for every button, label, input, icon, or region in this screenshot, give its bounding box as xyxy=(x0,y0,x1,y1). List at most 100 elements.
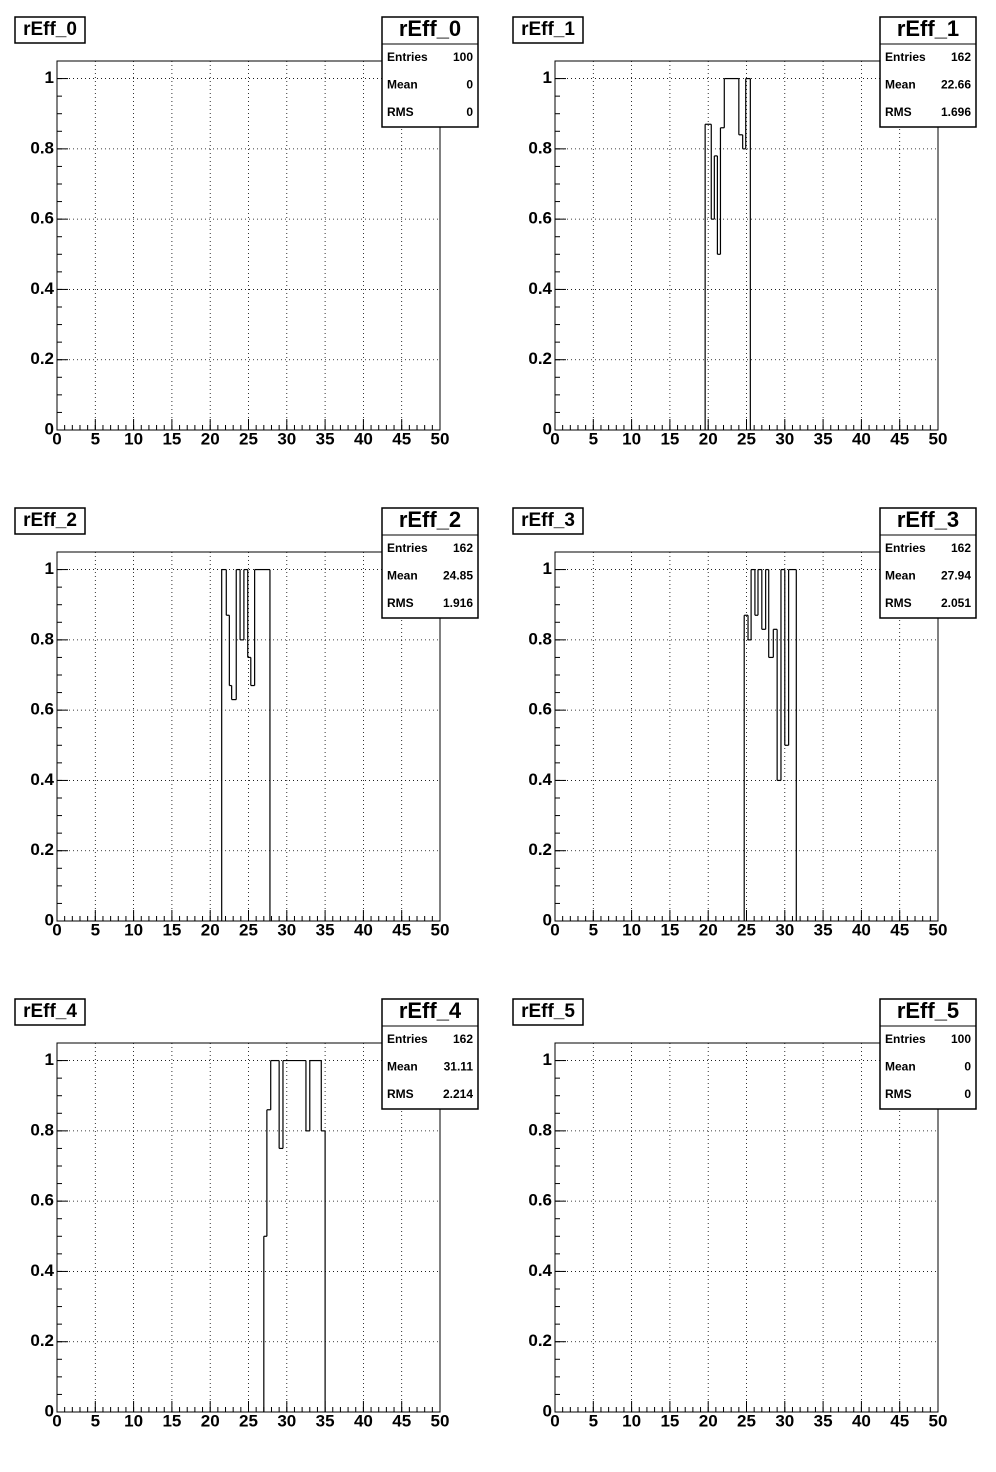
x-tick-label: 5 xyxy=(91,1411,100,1430)
stats-value: 2.051 xyxy=(941,596,971,610)
x-tick-label: 40 xyxy=(852,429,871,448)
x-tick-label: 45 xyxy=(890,1411,909,1430)
y-tick-label: 0.2 xyxy=(528,1331,552,1350)
stats-box xyxy=(381,998,479,1110)
y-tick-label: 0.2 xyxy=(528,349,552,368)
x-tick-label: 0 xyxy=(550,920,559,939)
x-tick-label: 50 xyxy=(929,1411,948,1430)
title-box xyxy=(512,507,584,535)
y-tick-label: 0.8 xyxy=(30,629,54,648)
stats-value: 24.85 xyxy=(443,569,473,583)
title-box xyxy=(512,998,584,1026)
y-tick-label: 0 xyxy=(543,910,552,929)
stats-box xyxy=(381,16,479,128)
x-tick-label: 45 xyxy=(890,429,909,448)
stats-label: RMS xyxy=(387,596,414,610)
stats-value: 0 xyxy=(466,78,473,92)
title-box xyxy=(14,16,86,44)
x-tick-label: 5 xyxy=(91,429,100,448)
y-tick-label: 0 xyxy=(45,910,54,929)
x-tick-label: 0 xyxy=(52,429,61,448)
x-tick-label: 0 xyxy=(52,1411,61,1430)
stats-value: 100 xyxy=(951,1032,971,1046)
y-tick-label: 0.8 xyxy=(30,1120,54,1139)
stats-title: rEff_3 xyxy=(897,507,959,532)
x-tick-label: 30 xyxy=(775,429,794,448)
x-tick-label: 25 xyxy=(737,429,756,448)
x-tick-label: 25 xyxy=(737,1411,756,1430)
x-tick-label: 20 xyxy=(201,920,220,939)
stats-label: Entries xyxy=(387,1032,428,1046)
stats-value: 0 xyxy=(466,105,473,119)
x-tick-label: 40 xyxy=(354,920,373,939)
stats-value: 1.916 xyxy=(443,596,473,610)
stats-label: Entries xyxy=(885,1032,926,1046)
y-tick-label: 0.6 xyxy=(528,209,552,228)
x-tick-label: 10 xyxy=(622,1411,641,1430)
title-box xyxy=(14,507,86,535)
x-tick-label: 50 xyxy=(431,1411,450,1430)
x-tick-label: 5 xyxy=(91,920,100,939)
stats-label: RMS xyxy=(885,596,912,610)
x-tick-label: 15 xyxy=(162,920,181,939)
stats-label: Mean xyxy=(387,569,418,583)
x-tick-label: 30 xyxy=(775,1411,794,1430)
chart-title: rEff_0 xyxy=(23,19,77,40)
x-tick-label: 50 xyxy=(929,920,948,939)
x-tick-label: 35 xyxy=(814,920,833,939)
stats-value: 22.66 xyxy=(941,78,971,92)
y-tick-label: 0.8 xyxy=(528,138,552,157)
chart-title: rEff_5 xyxy=(521,1001,575,1022)
stats-label: Entries xyxy=(387,541,428,555)
y-tick-label: 0 xyxy=(45,1401,54,1420)
stats-value: 0 xyxy=(964,1060,971,1074)
stats-value: 27.94 xyxy=(941,569,971,583)
y-tick-label: 0.4 xyxy=(528,1261,552,1280)
y-tick-label: 0.6 xyxy=(30,1191,54,1210)
x-tick-label: 15 xyxy=(660,1411,679,1430)
x-tick-label: 50 xyxy=(929,429,948,448)
stats-value: 162 xyxy=(453,1032,473,1046)
chart-title: rEff_4 xyxy=(23,1001,77,1022)
y-tick-label: 0 xyxy=(45,419,54,438)
x-tick-label: 15 xyxy=(162,429,181,448)
x-tick-label: 35 xyxy=(316,429,335,448)
x-tick-label: 0 xyxy=(550,1411,559,1430)
stats-value: 1.696 xyxy=(941,105,971,119)
stats-label: Entries xyxy=(885,541,926,555)
x-tick-label: 10 xyxy=(124,920,143,939)
stats-label: RMS xyxy=(885,1087,912,1101)
x-tick-label: 15 xyxy=(660,920,679,939)
x-tick-label: 15 xyxy=(660,429,679,448)
y-tick-label: 1 xyxy=(45,1050,54,1069)
y-tick-label: 0.6 xyxy=(528,700,552,719)
x-tick-label: 50 xyxy=(431,920,450,939)
stats-label: Mean xyxy=(885,569,916,583)
y-tick-label: 0.6 xyxy=(30,700,54,719)
x-tick-label: 10 xyxy=(124,429,143,448)
x-tick-label: 20 xyxy=(201,429,220,448)
x-tick-label: 10 xyxy=(622,429,641,448)
y-tick-label: 1 xyxy=(45,559,54,578)
x-tick-label: 35 xyxy=(316,1411,335,1430)
y-tick-label: 0.4 xyxy=(30,1261,54,1280)
stats-value: 100 xyxy=(453,50,473,64)
y-tick-label: 0.6 xyxy=(528,1191,552,1210)
y-tick-label: 1 xyxy=(543,1050,552,1069)
y-tick-label: 1 xyxy=(543,68,552,87)
y-tick-label: 0.8 xyxy=(30,138,54,157)
stats-label: Entries xyxy=(387,50,428,64)
stats-value: 162 xyxy=(951,50,971,64)
stats-title: rEff_1 xyxy=(897,16,959,41)
x-tick-label: 40 xyxy=(852,920,871,939)
y-tick-label: 0.2 xyxy=(30,349,54,368)
y-tick-label: 0.8 xyxy=(528,1120,552,1139)
x-tick-label: 20 xyxy=(699,429,718,448)
stats-value: 162 xyxy=(951,541,971,555)
x-tick-label: 40 xyxy=(852,1411,871,1430)
x-tick-label: 20 xyxy=(699,920,718,939)
x-tick-label: 25 xyxy=(239,429,258,448)
x-tick-label: 45 xyxy=(392,920,411,939)
